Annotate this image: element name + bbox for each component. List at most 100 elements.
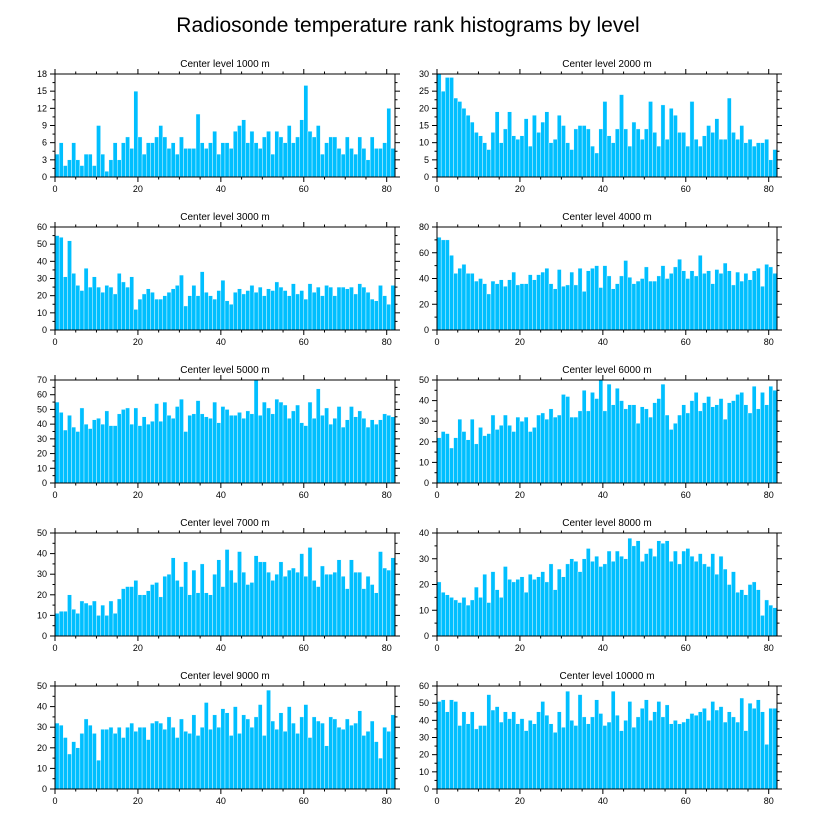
histogram-bar [586,410,591,484]
histogram-bar [486,694,492,790]
histogram-bar [569,720,575,790]
histogram-bar [519,576,525,637]
histogram-bar [87,724,93,790]
histogram-bar [581,716,587,790]
histogram-bar [63,165,68,178]
histogram-bar [266,689,271,790]
y-tick-label: 70 [37,375,47,385]
histogram-bar [336,148,342,178]
histogram-bar [544,268,550,331]
histogram-bar [129,722,134,790]
histogram-bar [67,159,72,178]
y-tick-label: 0 [42,784,47,794]
y-tick-label: 50 [37,681,47,691]
histogram-bar [63,429,68,484]
histogram-bar [548,142,554,178]
histogram-bar [104,410,110,484]
histogram-bar [204,416,209,484]
histogram-bar [498,597,504,637]
histogram-bar [340,153,346,178]
histogram-bar [369,298,375,331]
y-tick-label: 60 [37,222,47,232]
histogram-bar [693,714,699,790]
y-tick-label: 50 [419,375,429,385]
panel-title: Center level 7000 m [180,518,270,529]
histogram-bar [706,270,711,331]
histogram-bar [245,584,251,637]
histogram-bar [270,290,275,331]
histogram-bar [519,718,525,790]
histogram-bar [457,602,463,637]
histogram-bar [482,574,487,637]
histogram-bar [639,406,645,484]
histogram-bar [635,423,641,484]
histogram-bar [677,723,682,790]
histogram-bar [92,419,97,484]
histogram-bar [195,735,201,790]
histogram-bar [108,286,114,331]
histogram-bar [220,142,226,178]
histogram-bar [615,550,620,637]
histogram-bar [532,723,537,790]
histogram-bar [175,153,180,178]
histogram-bar [324,745,329,790]
histogram-bar [108,159,114,178]
histogram-bar [747,279,753,331]
histogram-bar [557,711,562,790]
histogram-bar [598,566,604,637]
histogram-bar [561,727,566,790]
histogram-bar [170,142,176,178]
histogram-bar [146,288,151,331]
histogram-bar [557,568,562,637]
histogram-bar [83,423,89,484]
x-tick-label: 80 [382,643,392,653]
histogram-bar [577,410,583,484]
x-tick-label: 0 [434,643,439,653]
histogram-bar [361,588,367,637]
histogram-bar [141,153,147,178]
x-tick-label: 60 [299,337,309,347]
x-tick-label: 0 [52,490,57,500]
histogram-bar [336,727,342,790]
histogram-bar [133,580,139,637]
histogram-bar [602,725,608,790]
x-tick-label: 40 [216,490,226,500]
histogram-bar [623,128,628,178]
histogram-bar [735,271,740,331]
histogram-bar [494,111,500,178]
histogram-bar [652,711,657,790]
histogram-bar [121,409,126,484]
histogram-bar [237,551,242,637]
y-tick-label: 30 [37,434,47,444]
histogram-bar [208,729,213,790]
histogram-bar [706,396,711,484]
y-tick-label: 20 [419,299,429,309]
y-tick-label: 20 [37,743,47,753]
histogram-bar [345,588,350,637]
histogram-bar [137,425,143,484]
histogram-bar [179,718,184,790]
histogram-bar [673,266,678,331]
histogram-bar [386,415,392,484]
histogram-bar [606,135,612,178]
histogram-bar [436,73,442,178]
histogram-bar [262,401,267,484]
histogram-bar [503,128,508,178]
histogram-bar [237,288,242,331]
histogram-bar [727,711,732,790]
histogram-bar [519,135,525,178]
histogram-bar [328,423,334,484]
histogram-bar [698,145,703,178]
chart-panel-9: Center level 9000 m 0 20 40 60 80 0 10 20 30 40 50 [37,671,400,806]
histogram-bar [112,293,118,331]
histogram-bar [552,589,558,637]
histogram-bar [150,292,155,331]
y-tick-label: 20 [37,449,47,459]
histogram-bar [71,609,76,637]
histogram-bar [87,428,93,484]
histogram-bar [278,401,284,484]
histogram-bar [490,280,496,331]
x-tick-label: 40 [216,796,226,806]
histogram-bar [436,581,442,637]
histogram-bar [751,581,757,637]
